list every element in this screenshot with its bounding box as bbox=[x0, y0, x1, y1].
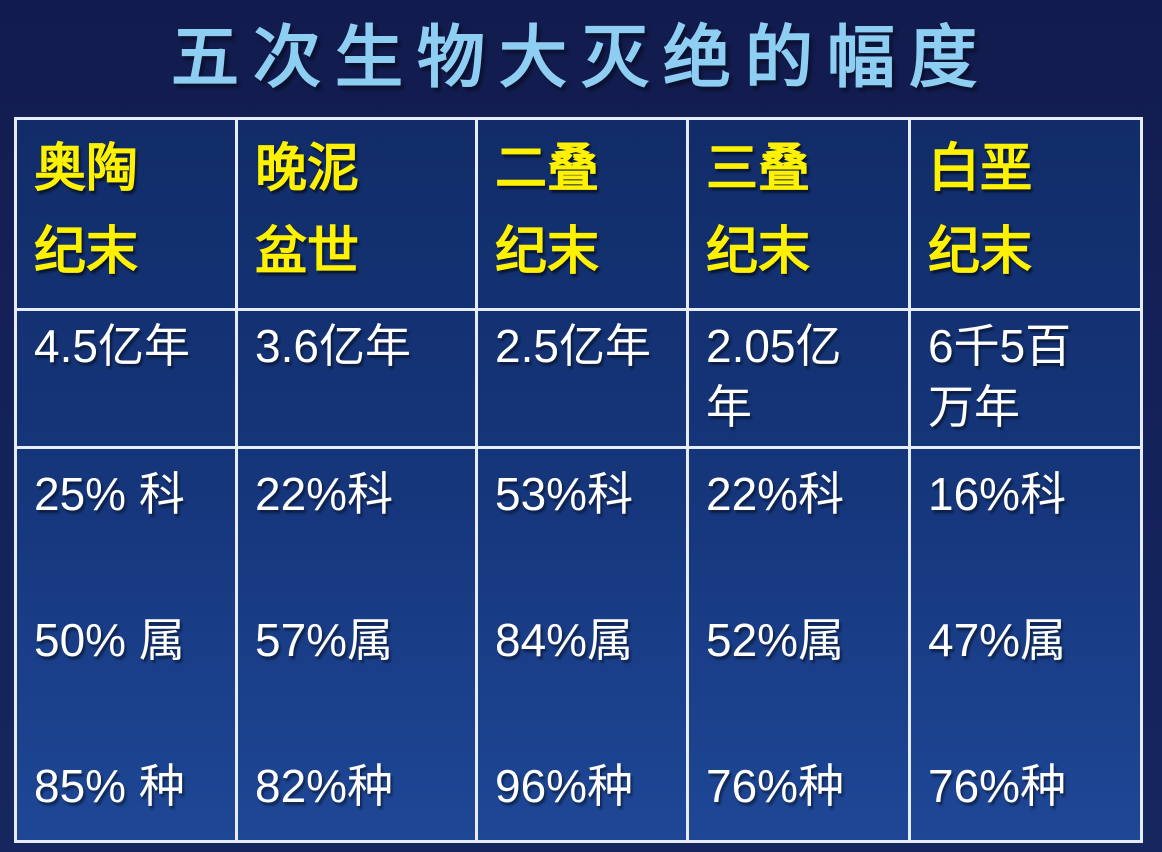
genus-percent: 57%属 bbox=[255, 614, 394, 666]
genus-percent: 47%属 bbox=[928, 614, 1067, 666]
table-column-devonian: 晚泥 盆世 3.6亿年 22%科 57%属 82%种 bbox=[238, 120, 478, 840]
species-percent: 85% 种 bbox=[34, 760, 185, 812]
extinction-magnitude-table: 奥陶 纪末 4.5亿年 25% 科 50% 属 85% 种 晚泥 盆世 3.6亿… bbox=[14, 117, 1143, 843]
genus-percent: 50% 属 bbox=[34, 614, 185, 666]
table-column-cretaceous: 白垩 纪末 6千5百 万年 16%科 47%属 76%种 bbox=[911, 120, 1140, 840]
species-percent: 96%种 bbox=[495, 760, 634, 812]
family-percent: 22%科 bbox=[706, 468, 845, 520]
table-column-triassic: 三叠 纪末 2.05亿 年 22%科 52%属 76%种 bbox=[689, 120, 911, 840]
genus-percent: 52%属 bbox=[706, 614, 845, 666]
period-header: 奥陶 纪末 bbox=[34, 140, 139, 282]
percent-cell: 22%科 57%属 82%种 bbox=[238, 446, 478, 840]
age-cell: 4.5亿年 bbox=[34, 320, 190, 372]
percent-cell: 16%科 47%属 76%种 bbox=[911, 446, 1140, 840]
period-header: 白垩 纪末 bbox=[928, 140, 1033, 282]
age-cell: 3.6亿年 bbox=[255, 320, 411, 372]
table-column-permian: 二叠 纪末 2.5亿年 53%科 84%属 96%种 bbox=[478, 120, 689, 840]
age-cell: 2.05亿 年 bbox=[706, 320, 842, 433]
period-header: 二叠 纪末 bbox=[495, 140, 600, 282]
page-title: 五次生物大灭绝的幅度 bbox=[170, 20, 991, 96]
family-percent: 25% 科 bbox=[34, 468, 185, 520]
age-cell: 2.5亿年 bbox=[495, 320, 651, 372]
age-cell: 6千5百 万年 bbox=[928, 320, 1072, 433]
genus-percent: 84%属 bbox=[495, 614, 634, 666]
percent-cell: 53%科 84%属 96%种 bbox=[478, 446, 689, 840]
period-header: 三叠 纪末 bbox=[706, 140, 811, 282]
family-percent: 53%科 bbox=[495, 468, 634, 520]
family-percent: 22%科 bbox=[255, 468, 394, 520]
period-header: 晚泥 盆世 bbox=[255, 140, 360, 282]
species-percent: 76%种 bbox=[706, 760, 845, 812]
table-column-ordovician: 奥陶 纪末 4.5亿年 25% 科 50% 属 85% 种 bbox=[17, 120, 238, 840]
percent-cell: 22%科 52%属 76%种 bbox=[689, 446, 911, 840]
species-percent: 76%种 bbox=[928, 760, 1067, 812]
percent-cell: 25% 科 50% 属 85% 种 bbox=[17, 446, 238, 840]
species-percent: 82%种 bbox=[255, 760, 394, 812]
family-percent: 16%科 bbox=[928, 468, 1067, 520]
